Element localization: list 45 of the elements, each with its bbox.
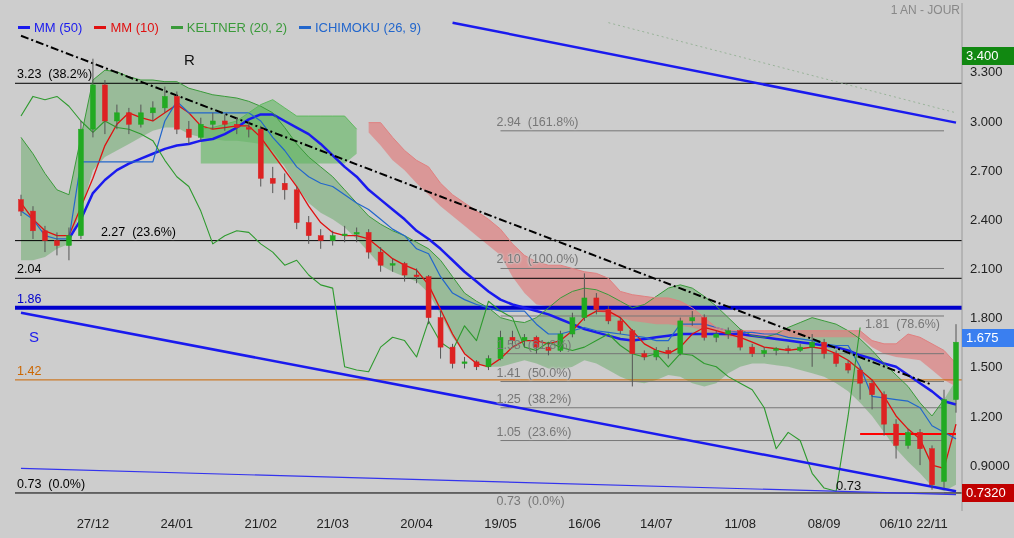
x-tick-label: 14/07 [640,516,673,532]
y-tick-label: 3.300 [970,64,1003,80]
x-tick-label: 21/02 [244,516,278,532]
text: 0.7320 [962,484,1014,502]
x-tick-label: 24/01 [160,516,194,532]
annotation: 0.73 [836,478,862,493]
y-tick-label: 2.100 [970,261,1003,277]
ref-line-label: 3.23 (38.2%) [17,67,93,83]
y-tick-label: 2.700 [970,162,1003,178]
x-tick-label: 20/04 [400,516,433,532]
y-tick-label: 1.200 [970,408,1003,424]
legend-label: MM (50) [33,20,83,35]
annotation: R [184,51,195,68]
ref-line-label: 2.10 (100.0%) [496,252,579,268]
chart-subtitle: 1 AN - JOUR [890,3,960,17]
ref-line-label: 1.05 (23.6%) [496,424,572,440]
text: 1.675 [962,329,1014,347]
ref-line-label: 0.73 (0.0%) [496,493,565,509]
ref-line-label: 1.86 [17,291,42,307]
y-tick-label: 1.800 [970,310,1003,326]
x-tick-label: 21/03 [316,516,349,532]
x-tick-label: 16/06 [568,516,601,532]
annotation: S [29,328,40,345]
y-tick-label: 3.000 [970,113,1003,129]
x-tick-label: 22/11 [916,516,948,532]
ref-line-label: 1.25 (38.2%) [496,391,572,407]
x-tick-label: 27/12 [76,516,110,532]
ref-line-label: 2.27 (23.6%) [100,224,176,240]
y-tick-label: 0.9000 [970,457,1010,473]
x-tick-label: 08/09 [807,516,841,532]
x-tick-label: 11/08 [724,516,757,532]
x-tick-label: 06/10 [879,516,913,532]
ref-line-label: 1.42 [17,363,42,379]
ref-line-label: 1.81 (78.6%) [864,316,940,332]
legend-label: ICHIMOKU (26, 9) [313,20,422,35]
y-tick-label: 2.400 [970,211,1003,227]
legend-label: KELTNER (20, 2) [185,20,287,35]
x-tick-label: 19/05 [484,516,517,532]
ref-line-label: 1.41 (50.0%) [496,365,572,381]
text: 3.400 [962,47,1014,65]
ref-line-label: 2.04 [17,262,42,278]
ref-line-label: 2.94 (161.8%) [496,114,579,130]
y-tick-label: 1.500 [970,359,1003,375]
legend-label: MM (10) [109,20,159,35]
ref-line-label: 0.73 (0.0%) [17,476,86,492]
